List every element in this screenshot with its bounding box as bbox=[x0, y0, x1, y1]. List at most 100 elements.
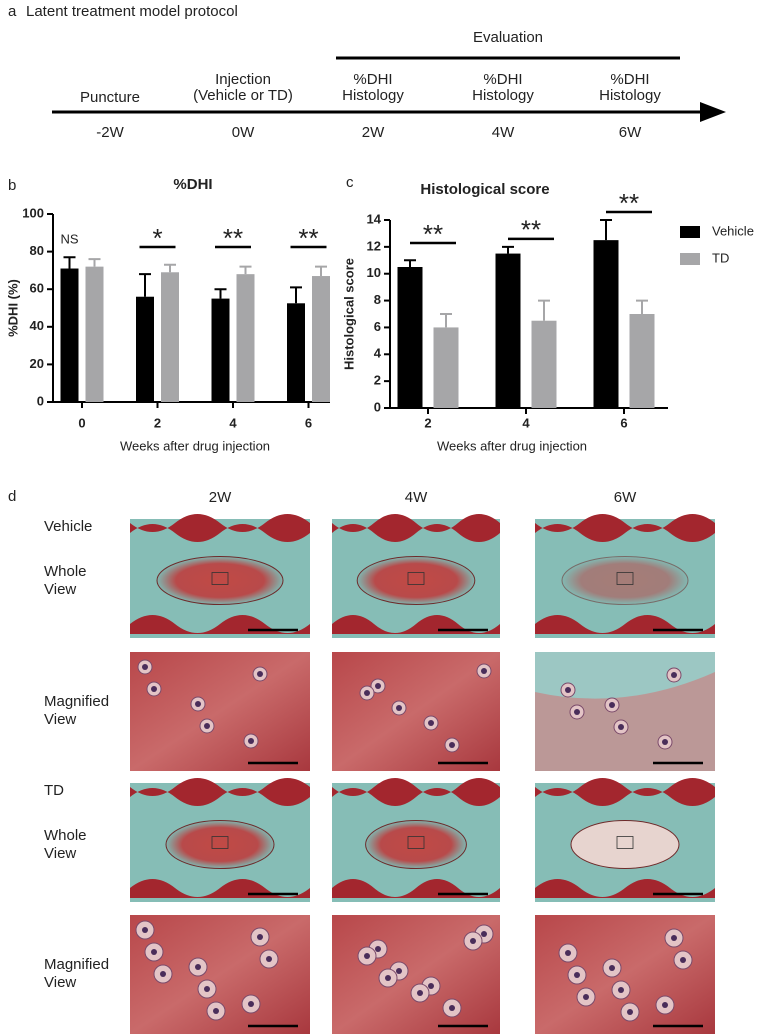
row-label: Whole bbox=[44, 827, 87, 844]
image-texture bbox=[481, 931, 487, 937]
bar bbox=[433, 327, 459, 408]
row-label: View bbox=[44, 581, 76, 598]
image-texture bbox=[204, 723, 210, 729]
y-tick-label: 60 bbox=[30, 281, 44, 296]
error-bar bbox=[290, 286, 302, 304]
bar bbox=[85, 266, 104, 402]
image-texture bbox=[364, 690, 370, 696]
y-tick-label: 14 bbox=[367, 211, 382, 226]
y-tick-label: 100 bbox=[22, 205, 44, 220]
image-texture bbox=[662, 739, 668, 745]
image-texture bbox=[332, 514, 500, 542]
image-texture bbox=[130, 778, 310, 806]
bar bbox=[531, 320, 557, 408]
x-tick-label: 2 bbox=[154, 415, 161, 430]
significance-label: ** bbox=[298, 223, 318, 253]
legend-swatch bbox=[680, 253, 700, 265]
image-texture bbox=[535, 778, 715, 806]
panel-label: c bbox=[346, 174, 354, 191]
event-time: 0W bbox=[232, 124, 255, 141]
event-time: 2W bbox=[362, 124, 385, 141]
event-label: Histology bbox=[599, 87, 661, 104]
timeline-arrow bbox=[700, 102, 726, 122]
image-texture bbox=[375, 683, 381, 689]
image-texture bbox=[195, 701, 201, 707]
bar bbox=[593, 240, 619, 408]
image-texture bbox=[565, 687, 571, 693]
image-texture bbox=[618, 987, 624, 993]
image-texture bbox=[211, 572, 229, 585]
y-tick-label: 2 bbox=[374, 373, 381, 388]
error-bar bbox=[600, 219, 612, 241]
error-bar bbox=[214, 288, 227, 299]
column-header: 6W bbox=[614, 489, 637, 506]
significance-label: ** bbox=[619, 188, 639, 218]
error-bar bbox=[164, 263, 176, 273]
bar bbox=[161, 272, 179, 402]
error-bar bbox=[538, 299, 550, 321]
group-label: TD bbox=[44, 782, 64, 799]
event-label: Puncture bbox=[80, 89, 140, 106]
y-tick-label: 80 bbox=[30, 243, 44, 258]
image-texture bbox=[332, 778, 500, 806]
image-texture bbox=[428, 983, 434, 989]
bar bbox=[495, 253, 521, 408]
image-texture bbox=[417, 990, 423, 996]
image-texture bbox=[535, 514, 715, 542]
bar bbox=[236, 274, 255, 402]
x-tick-label: 6 bbox=[620, 415, 627, 430]
image-texture bbox=[151, 686, 157, 692]
image-texture bbox=[211, 836, 229, 849]
row-label: Whole bbox=[44, 563, 87, 580]
image-texture bbox=[213, 1008, 219, 1014]
bar bbox=[397, 267, 423, 408]
image-texture bbox=[385, 975, 391, 981]
image-texture bbox=[618, 724, 624, 730]
group-label: Vehicle bbox=[44, 518, 92, 535]
image-texture bbox=[565, 950, 571, 956]
image-texture bbox=[449, 1005, 455, 1011]
image-texture bbox=[375, 946, 381, 952]
bar bbox=[287, 303, 305, 402]
legend-swatch bbox=[680, 226, 700, 238]
image-texture bbox=[561, 556, 689, 605]
error-bar bbox=[239, 265, 252, 275]
x-axis-label: Weeks after drug injection bbox=[437, 438, 587, 453]
y-tick-label: 12 bbox=[367, 238, 381, 253]
y-tick-label: 6 bbox=[374, 319, 381, 334]
event-label: %DHI bbox=[353, 71, 392, 88]
panel-label: b bbox=[8, 177, 16, 194]
legend-label: Vehicle bbox=[712, 223, 754, 238]
error-bar bbox=[404, 259, 416, 267]
image-texture bbox=[407, 572, 425, 585]
image-texture bbox=[130, 514, 310, 542]
image-texture bbox=[266, 956, 272, 962]
y-tick-label: 4 bbox=[374, 346, 382, 361]
image-texture bbox=[151, 949, 157, 955]
panel-title: Latent treatment model protocol bbox=[26, 3, 238, 20]
significance-label: * bbox=[152, 223, 162, 253]
image-texture bbox=[407, 836, 425, 849]
bar bbox=[60, 268, 79, 402]
row-label: Magnified bbox=[44, 693, 109, 710]
image-texture bbox=[627, 1009, 633, 1015]
image-texture bbox=[195, 964, 201, 970]
event-time: 4W bbox=[492, 124, 515, 141]
event-label: Histology bbox=[472, 87, 534, 104]
event-label: Histology bbox=[342, 87, 404, 104]
image-texture bbox=[671, 672, 677, 678]
image-texture bbox=[470, 938, 476, 944]
image-texture bbox=[142, 927, 148, 933]
image-texture bbox=[616, 572, 634, 585]
event-time: 6W bbox=[619, 124, 642, 141]
image-texture bbox=[570, 820, 680, 869]
image-texture bbox=[165, 820, 275, 869]
image-texture bbox=[248, 1001, 254, 1007]
panel-label: d bbox=[8, 488, 16, 505]
x-tick-label: 2 bbox=[424, 415, 431, 430]
chart-title: Histological score bbox=[420, 181, 549, 198]
row-label: View bbox=[44, 974, 76, 991]
event-time: -2W bbox=[96, 124, 124, 141]
row-label: View bbox=[44, 845, 76, 862]
